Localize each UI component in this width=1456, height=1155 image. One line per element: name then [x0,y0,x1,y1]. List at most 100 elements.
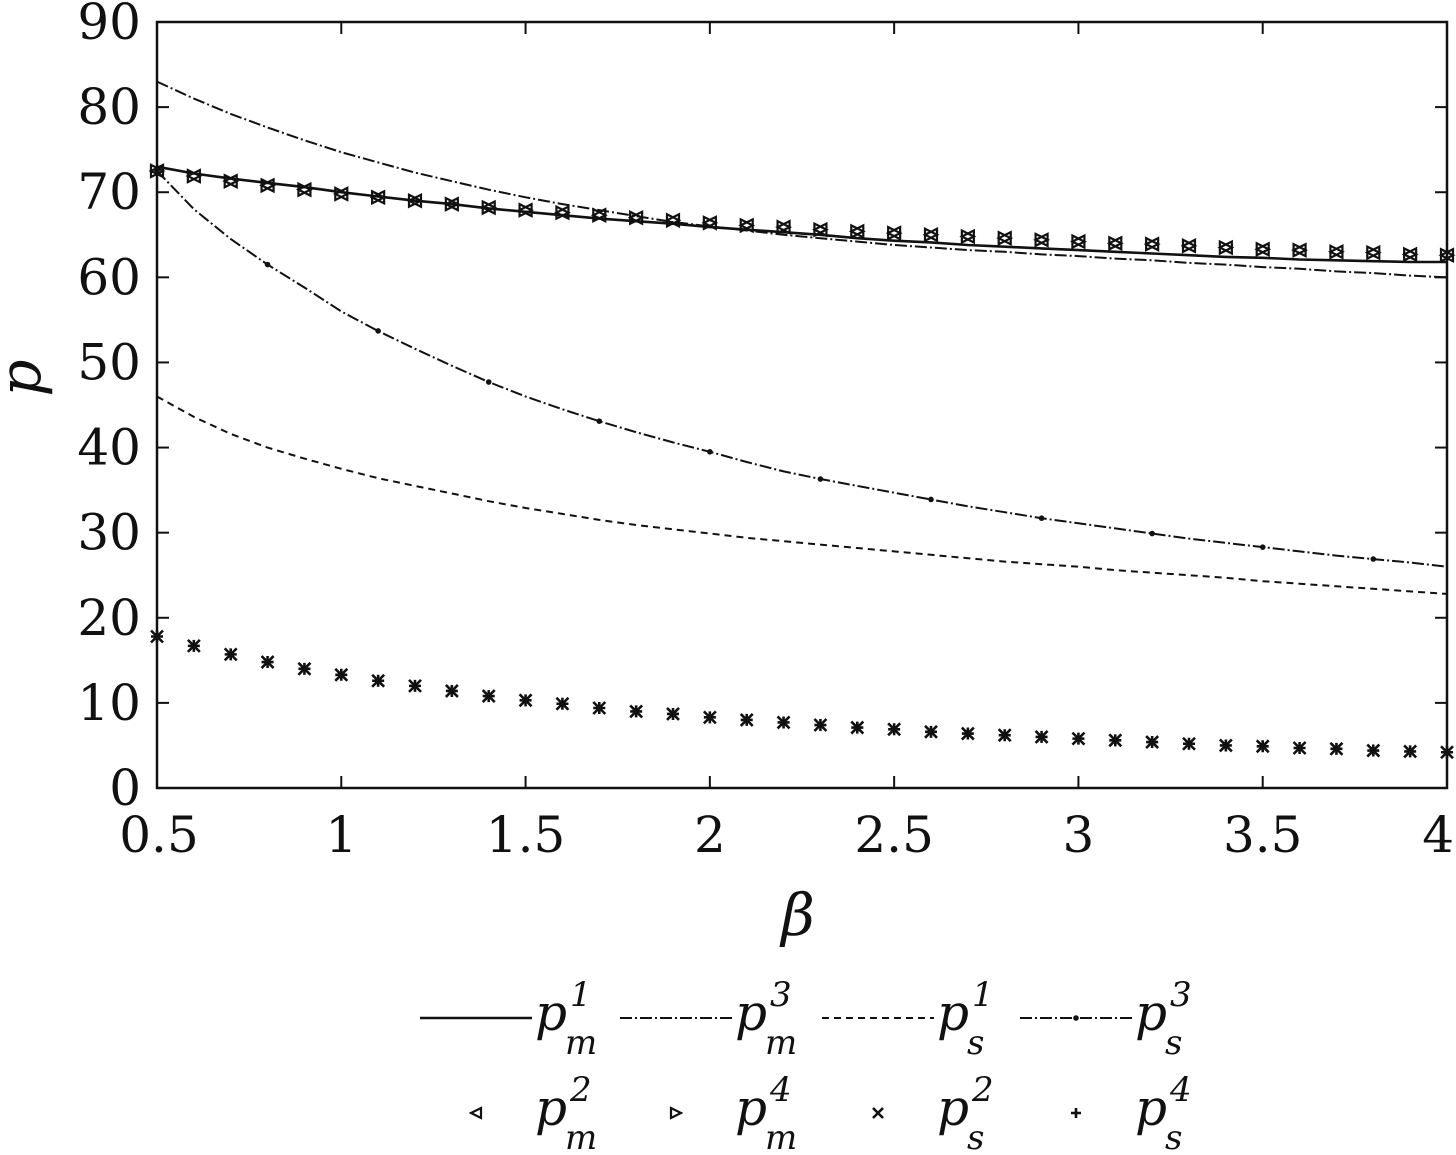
series-p-s3-point [817,476,824,482]
series-p-m4-point [334,186,350,202]
series-p-m4-point [997,230,1014,246]
series-p-s3-point [485,379,492,385]
series-p-m4-point [813,221,829,238]
legend-entry-p-s4-subscript: s [1165,1118,1182,1151]
series-p-s3-point [375,328,381,334]
series-p-s4-point [556,697,569,710]
legend-entry-p-m3-superscript: 3 [770,975,792,1015]
series-p-m4-point [776,219,793,235]
legend-entry-p-s2-superscript: 2 [971,1070,994,1110]
series-p-m4-point [481,199,498,216]
series-p-s3-point [596,418,603,424]
legend-entry-p-m4: p 4 m [669,1070,797,1155]
legend-entry-p-m3-subscript: m [765,1023,797,1063]
series-p-m4-point [149,163,166,179]
series-p-m4-point [665,212,682,229]
x-tick-label: 3.5 [1223,806,1303,864]
series-p-m3 [156,80,1448,279]
series-p-s4-point [298,662,311,675]
series-p-s4-point [814,719,827,732]
x-tick-label: 4 [1422,806,1454,864]
series-p-m4-point [186,168,203,184]
legend: p 1mp 3mp 1sp 3sp 2mp 4mp 2sp 4s [420,975,1192,1155]
series-p-m4-point [1403,246,1419,263]
legend-entry-p-s3-marker [1073,1015,1079,1021]
series-p-m4-point [371,189,387,206]
series-p-m4-point [444,196,461,212]
legend-entry-p-s4-marker [1071,1108,1081,1118]
y-tick-label: 20 [77,589,141,647]
series-p-s4-point [1404,745,1417,758]
y-tick-label: 60 [77,248,141,306]
series-p-s4-point [961,727,974,740]
series-p-m4-point [1329,244,1345,260]
series-p-s4-point [224,648,237,661]
legend-entry-p-s1-label: p [937,984,969,1042]
legend-entry-p-m2-subscript: m [565,1118,597,1151]
legend-entry-p-m2-superscript: 2 [569,1070,592,1110]
series-p-s4-point [1256,740,1269,753]
legend-entry-p-m1-subscript: m [565,1023,597,1063]
legend-entry-p-s1: p 1 s [822,975,994,1063]
series-p-m4-point [555,204,571,221]
x-tick-label: 2.5 [854,806,934,864]
series-p-m4-point [1439,247,1456,263]
legend-entry-p-s3-label: p [1135,984,1167,1042]
series-p-s3-line [156,170,1448,568]
series-p-m4-point [1255,241,1272,258]
x-tick-label: 1.5 [486,806,566,864]
legend-entry-p-m4-subscript: m [765,1118,797,1151]
legend-entry-p-s3-subscript: s [1165,1023,1182,1063]
series-group [148,80,1456,760]
legend-entry-p-s2-label: p [937,1079,969,1137]
legend-entry-p-m1: p 1 m [420,975,597,1063]
series-p-m1-line [156,165,1447,264]
legend-entry-p-m4-marker [669,1106,684,1120]
series-p-m4-point [887,225,903,241]
series-p-s1-line [156,395,1448,595]
series-p-m4-point [1292,242,1309,258]
series-p-s4-point [1109,734,1122,747]
x-tick-label: 1 [325,806,357,864]
series-p-s3-point [1259,544,1266,550]
series-p-s4-point [1441,746,1453,759]
series-p-s4-point [445,684,458,697]
legend-entry-p-m2: p 2 m [468,1070,597,1155]
series-p-m4-point [1218,239,1235,256]
series-p-m4-point [1181,238,1198,254]
series-p-s4-point [888,723,901,736]
series-p-s3 [154,168,1448,568]
x-tick-label: 2 [694,806,726,864]
series-p-m4-point [850,223,866,240]
series-p-m4-point [739,217,756,234]
series-p-m4-point [923,226,940,243]
x-tick-label: 0.5 [119,806,199,864]
series-p-s4-point [777,716,790,729]
series-p-s4-point [1072,732,1085,745]
series-p-s4-point [925,725,937,738]
legend-entry-p-s1-subscript: s [967,1023,984,1063]
y-tick-label: 90 [77,0,141,51]
legend-entry-p-s4-label: p [1135,1079,1167,1137]
series-p-m4-point [260,177,277,194]
legend-entry-p-s2-subscript: s [967,1118,984,1151]
legend-entry-p-s4-superscript: 4 [1169,1070,1192,1110]
series-p-s1 [156,395,1448,595]
series-p-m4-point [960,228,977,245]
series-p-s4 [151,630,1453,759]
legend-entry-p-s3: p 3 s [1020,975,1192,1063]
series-p-s4-point [740,713,753,726]
series-p-s3-point [1038,515,1045,521]
series-p-s4-point [187,639,200,652]
y-tick-label: 50 [77,333,141,391]
legend-entry-p-m3-label: p [735,984,767,1042]
series-p-s4-point [998,729,1011,742]
series-p-s4-point [519,694,532,707]
y-tick-label: 30 [77,504,141,562]
series-p-s4-point [851,721,864,734]
series-p-m4-point [702,215,719,231]
y-tick-label: 0 [109,759,141,817]
series-p-s4-point [335,668,348,681]
